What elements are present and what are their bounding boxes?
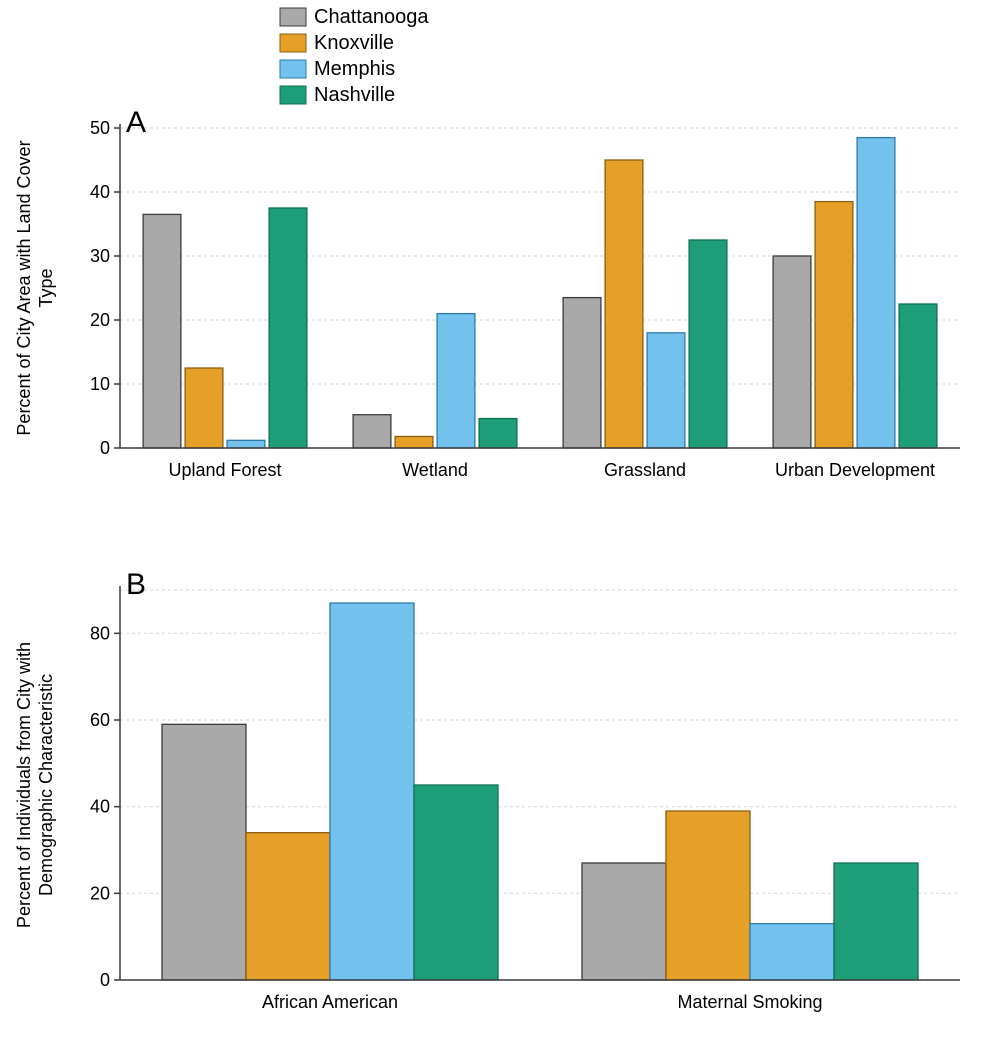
- bar: [689, 240, 727, 448]
- x-category-label: Wetland: [402, 460, 468, 480]
- bar: [666, 811, 750, 980]
- legend-swatch: [280, 86, 306, 104]
- bar: [395, 436, 433, 448]
- x-category-label: Urban Development: [775, 460, 935, 480]
- legend-label: Chattanooga: [314, 6, 429, 28]
- bar: [815, 202, 853, 448]
- legend-swatch: [280, 8, 306, 26]
- bar: [773, 256, 811, 448]
- chart-svg: ChattanoogaKnoxvilleMemphisNashvilleUpla…: [0, 0, 1001, 1050]
- y-tick-label: 40: [90, 182, 110, 202]
- bar: [162, 724, 246, 980]
- legend-swatch: [280, 34, 306, 52]
- legend-label: Memphis: [314, 58, 395, 80]
- y-tick-label: 20: [90, 883, 110, 903]
- x-category-label: Grassland: [604, 460, 686, 480]
- bar: [605, 160, 643, 448]
- y-tick-label: 40: [90, 797, 110, 817]
- bar: [227, 440, 265, 448]
- y-tick-label: 30: [90, 246, 110, 266]
- panel-A: Upland Forest Wetland Grassland Urban Devel…: [14, 106, 960, 480]
- x-category-label: Maternal Smoking: [677, 992, 822, 1012]
- bar: [834, 863, 918, 980]
- legend: Chattanooga Knoxville Memphis Nashville: [280, 6, 429, 106]
- panel-letter: A: [126, 106, 146, 139]
- y-axis-title: Percent of City Area with Land CoverType: [14, 140, 56, 435]
- y-tick-label: 0: [100, 970, 110, 990]
- y-tick-label: 10: [90, 374, 110, 394]
- panel-B: African American Maternal Smoking 0 20 40 60 8…: [14, 568, 960, 1012]
- legend-swatch: [280, 60, 306, 78]
- y-tick-label: 20: [90, 310, 110, 330]
- bar: [750, 924, 834, 980]
- y-tick-label: 60: [90, 710, 110, 730]
- bar: [246, 833, 330, 980]
- bar: [353, 415, 391, 448]
- bar: [437, 314, 475, 448]
- legend-label: Knoxville: [314, 32, 394, 54]
- legend-label: Nashville: [314, 84, 395, 106]
- bar: [899, 304, 937, 448]
- y-axis-title: Percent of Individuals from City withDem…: [14, 642, 56, 928]
- bar: [330, 603, 414, 980]
- bar: [582, 863, 666, 980]
- figure-container: { "canvas": { "width": 1001, "height": 1…: [0, 0, 1001, 1050]
- bar: [479, 419, 517, 448]
- bar: [269, 208, 307, 448]
- y-tick-label: 50: [90, 118, 110, 138]
- bar: [414, 785, 498, 980]
- x-category-label: African American: [262, 992, 398, 1012]
- bar: [143, 214, 181, 448]
- bar: [857, 138, 895, 448]
- x-category-label: Upland Forest: [168, 460, 281, 480]
- bar: [647, 333, 685, 448]
- bar: [185, 368, 223, 448]
- y-tick-label: 0: [100, 438, 110, 458]
- panel-letter: B: [126, 568, 146, 601]
- y-tick-label: 80: [90, 623, 110, 643]
- bar: [563, 298, 601, 448]
